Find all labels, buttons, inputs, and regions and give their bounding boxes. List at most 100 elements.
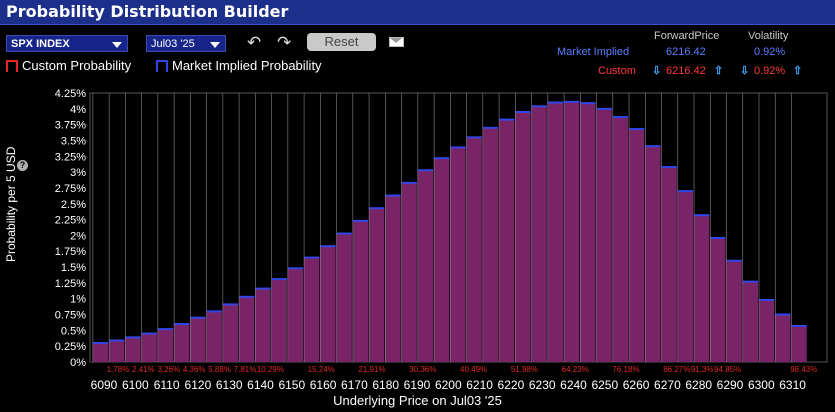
probability-bar[interactable] [109,340,125,362]
y-tick-label: 2.25% [55,215,86,227]
probability-bar[interactable] [564,101,580,362]
probability-bar[interactable] [515,111,531,362]
probability-bar[interactable] [547,102,564,363]
probability-bar[interactable] [141,333,157,362]
probability-bar[interactable] [661,167,677,362]
probability-bar[interactable] [499,119,515,362]
probability-bar[interactable] [645,146,661,362]
y-tick-label: 1.25% [55,278,86,290]
y-tick-label: 1.75% [55,246,86,258]
x-tick-label: 6270 [654,378,681,392]
probability-bar[interactable] [385,195,401,362]
probability-bar[interactable] [417,170,434,362]
legend-custom[interactable]: Custom Probability [6,58,131,73]
probability-bar[interactable] [580,103,596,362]
legend-market[interactable]: Market Implied Probability [156,58,322,73]
x-tick-label: 6110 [154,378,180,392]
probability-bar[interactable] [694,215,710,362]
probability-bar[interactable] [791,325,807,362]
expiry-value: Jul03 '25 [151,38,195,50]
custom-vol-value[interactable]: 0.92% [754,65,786,77]
probability-bar[interactable] [759,299,775,362]
y-tick-label: 0.75% [55,310,86,322]
custom-bar-icon [6,59,18,72]
probability-bar[interactable] [239,296,255,362]
probability-bar[interactable] [190,317,206,362]
cumulative-label: 7.81% [234,365,257,374]
increase-forward-icon[interactable]: ⇧ [714,65,724,77]
increase-vol-icon[interactable]: ⇧ [793,65,803,77]
x-tick-label: 6210 [466,378,493,392]
symbol-select[interactable]: SPX INDEX [6,35,128,52]
expiry-select[interactable]: Jul03 '25 [146,35,226,52]
forward-price-header: ForwardPrice [654,30,720,42]
probability-bar[interactable] [206,311,222,362]
probability-bar[interactable] [466,137,482,362]
y-tick-label: 4.25% [55,88,86,100]
market-implied-label: Market Implied [557,46,630,58]
probability-bar[interactable] [531,106,547,362]
x-tick-label: 6300 [748,378,775,392]
x-tick-label: 6140 [247,378,274,392]
cumulative-label: 86.27% [663,365,690,374]
x-tick-label: 6160 [310,378,337,392]
y-tick-label: 3% [70,167,86,179]
cumulative-label: 21.91% [358,365,385,374]
market-vol-value: 0.92% [754,46,786,58]
cumulative-label: 4.36% [183,365,206,374]
undo-icon[interactable]: ↶ [247,33,262,52]
y-tick-label: 0.5% [61,325,86,337]
probability-bar[interactable] [320,246,336,362]
probability-bar[interactable] [222,304,239,362]
x-tick-label: 6200 [435,378,462,392]
custom-forward-value[interactable]: 6216.42 [666,65,706,77]
cumulative-label: 91.3% [691,365,714,374]
probability-bar[interactable] [677,191,694,362]
probability-bar[interactable] [369,208,385,362]
custom-label: Custom [598,65,636,77]
probability-bar[interactable] [287,268,304,362]
probability-bar[interactable] [157,329,174,362]
probability-bar[interactable] [775,314,791,362]
cumulative-label: 10.29% [257,365,284,374]
help-icon[interactable]: ? [17,160,28,171]
decrease-forward-icon[interactable]: ⇩ [652,65,662,77]
probability-bar[interactable] [482,127,499,362]
probability-bar[interactable] [271,279,287,362]
y-tick-label: 3.5% [61,135,86,147]
probability-bar[interactable] [726,260,742,362]
x-tick-label: 6100 [122,378,149,392]
probability-bar[interactable] [255,288,271,362]
y-tick-label: 4% [70,104,86,116]
x-tick-label: 6190 [404,378,431,392]
probability-bar[interactable] [125,337,141,362]
redo-icon[interactable]: ↷ [277,33,292,52]
symbol-value: SPX INDEX [11,38,70,50]
probability-bar[interactable] [612,117,629,363]
decrease-vol-icon[interactable]: ⇩ [740,65,750,77]
probability-bar[interactable] [304,257,320,362]
cumulative-label: 30.36% [409,365,436,374]
probability-bar[interactable] [629,129,645,362]
cumulative-label: 1.78% [107,365,130,374]
probability-bar[interactable] [352,220,369,362]
probability-bar[interactable] [174,324,190,362]
probability-bar[interactable] [596,108,612,362]
y-tick-label: 0% [70,357,86,369]
cumulative-label: 76.18% [612,365,639,374]
probability-bar[interactable] [92,343,109,362]
probability-bar[interactable] [336,233,352,362]
y-tick-label: 3.75% [55,120,86,132]
y-tick-label: 1% [70,294,86,306]
probability-bar[interactable] [450,147,466,362]
x-tick-label: 6130 [216,378,243,392]
probability-bar[interactable] [710,237,726,362]
reset-button[interactable]: Reset [307,33,376,51]
email-icon[interactable] [389,37,404,47]
probability-bar[interactable] [401,182,417,362]
probability-bar[interactable] [742,281,759,362]
probability-bar[interactable] [434,158,450,362]
chevron-down-icon [112,42,122,48]
x-tick-label: 6240 [560,378,587,392]
